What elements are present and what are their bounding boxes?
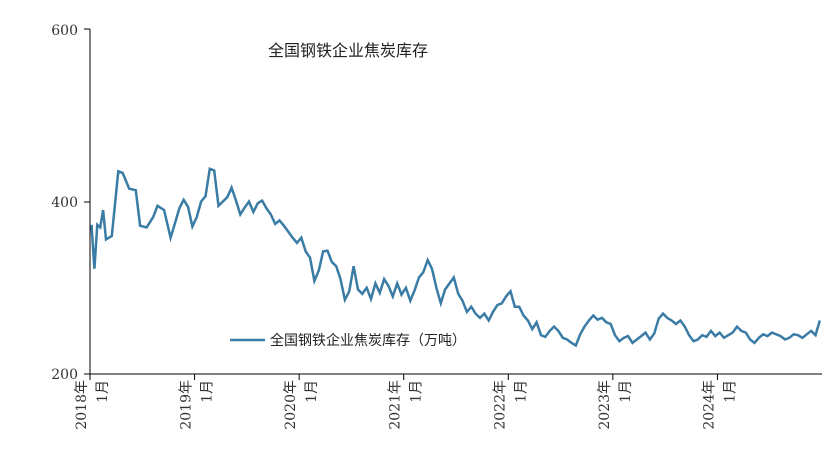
y-axis: 200 400 600 <box>51 23 91 383</box>
x-tick-month-label: 1月 <box>95 380 111 403</box>
series-layer <box>90 166 821 348</box>
x-tick-year-label: 2020年 <box>283 380 299 430</box>
x-tick-year-label: 2018年 <box>74 380 90 430</box>
x-tick-month-label: 1月 <box>200 380 216 403</box>
x-tick-month-label: 1月 <box>722 380 738 403</box>
chart-title: 全国钢铁企业焦炭库存 <box>268 41 428 60</box>
x-tick-year-label: 2019年 <box>179 380 195 430</box>
legend-label: 全国钢铁企业焦炭库存（万吨） <box>270 332 466 349</box>
x-tick-year-label: 2024年 <box>701 380 717 430</box>
legend: 全国钢铁企业焦炭库存（万吨） <box>230 332 466 349</box>
x-tick-year-label: 2023年 <box>597 380 613 430</box>
x-tick-month-label: 1月 <box>304 380 320 403</box>
x-tick-year-label: 2022年 <box>492 380 508 430</box>
x-tick-month-label: 1月 <box>513 380 529 403</box>
x-tick-year-label: 2021年 <box>388 380 404 430</box>
series-line <box>90 166 821 348</box>
x-tick-month-label: 1月 <box>409 380 425 403</box>
y-tick-label: 400 <box>51 195 78 211</box>
x-tick-month-label: 1月 <box>618 380 634 403</box>
x-tick-group: 2018年 1月 2019年 1月 2020年 1月 2021年 1月 2022年 1月 2023年… <box>74 374 738 430</box>
y-tick-label: 600 <box>51 23 78 39</box>
y-tick-label: 200 <box>51 367 78 383</box>
